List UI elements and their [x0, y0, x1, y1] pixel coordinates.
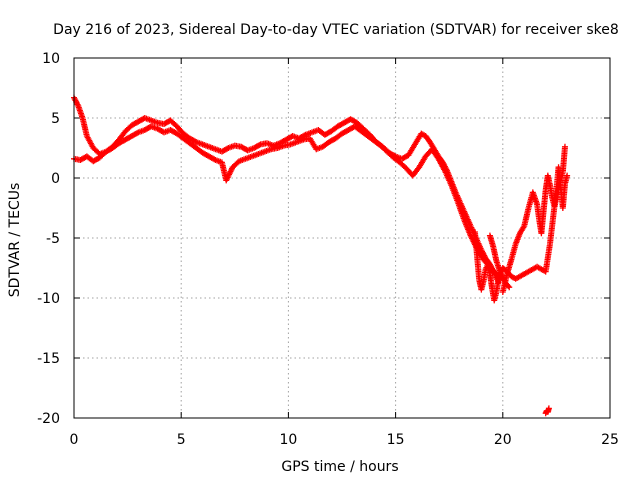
series-track-e: [542, 405, 552, 417]
data-point: [211, 156, 218, 163]
data-point: [256, 142, 263, 149]
y-tick-label: -5: [46, 231, 60, 247]
data-point: [224, 145, 231, 152]
y-tick-label: 10: [42, 51, 60, 67]
x-tick-label: 10: [279, 432, 297, 448]
y-tick-label: 5: [51, 111, 60, 127]
x-tick-label: 25: [601, 432, 619, 448]
y-tick-label: -10: [37, 291, 60, 307]
x-tick-label: 0: [70, 432, 79, 448]
plot-frame: [73, 57, 611, 419]
data-point: [506, 284, 513, 291]
series-track-d: [499, 164, 571, 295]
chart-title: Day 216 of 2023, Sidereal Day-to-day VTE…: [53, 22, 619, 38]
data-point: [191, 138, 198, 145]
data-point: [134, 130, 141, 137]
x-tick-label: 20: [494, 432, 512, 448]
y-axis-label: SDTVAR / TECUs: [7, 183, 23, 298]
data-point: [505, 283, 512, 289]
data-points: [71, 94, 571, 417]
x-axis-label: GPS time / hours: [281, 459, 398, 475]
series-track-f: [486, 232, 513, 291]
x-tick-label: 15: [387, 432, 405, 448]
y-tick-label: -20: [37, 411, 60, 427]
data-point: [564, 172, 571, 179]
tick-labels: 0 5 10 15 20 25 -20 -15 -10 -5 0 5 10: [37, 51, 619, 448]
y-tick-label: -15: [37, 351, 60, 367]
data-point: [561, 143, 568, 150]
data-point: [301, 132, 308, 139]
series-track-c: [471, 143, 568, 304]
x-tick-label: 5: [177, 432, 186, 448]
data-point: [545, 405, 552, 412]
y-tick-label: 0: [51, 171, 60, 187]
